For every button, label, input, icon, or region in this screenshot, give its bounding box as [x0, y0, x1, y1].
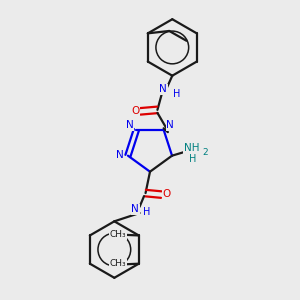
Text: H: H	[189, 154, 197, 164]
Text: CH₃: CH₃	[110, 230, 126, 239]
Text: N: N	[126, 120, 134, 130]
Text: H: H	[173, 88, 180, 98]
Text: NH: NH	[184, 143, 199, 153]
Text: N: N	[131, 204, 139, 214]
Text: CH₃: CH₃	[110, 260, 126, 268]
Text: 2: 2	[203, 148, 208, 157]
Text: O: O	[163, 189, 171, 199]
Text: O: O	[131, 106, 139, 116]
Text: N: N	[166, 120, 174, 130]
Text: N: N	[116, 150, 124, 160]
Text: H: H	[143, 207, 150, 218]
Text: N: N	[160, 84, 167, 94]
